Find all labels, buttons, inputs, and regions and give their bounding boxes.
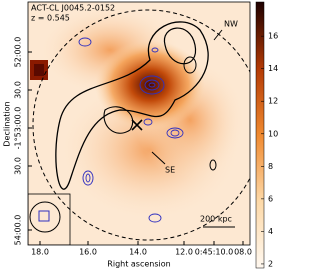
figure: ACT-CL J0045.2-0152 z = 0.545 NW SE 200 …: [3, 1, 278, 269]
y-tick-label: -1°53:00.0: [14, 107, 23, 150]
y-tick-label: 30.0: [14, 157, 23, 175]
colorbar-tick-label: 6: [268, 194, 273, 203]
label-se: SE: [165, 166, 175, 175]
y-tick-label: 30.0: [14, 81, 23, 99]
colorbar-tick-label: 2: [268, 259, 273, 268]
title: ACT-CL J0045.2-0152: [31, 4, 115, 13]
colorbar-tick-label: 14: [268, 64, 278, 73]
redshift: z = 0.545: [31, 14, 70, 23]
x-axis-label: Right ascension: [107, 260, 170, 269]
x-tick-label: 18.0: [31, 248, 49, 257]
label-nw: NW: [224, 20, 238, 29]
colorbar-tick-label: 12: [268, 97, 278, 106]
x-tick-label: 0:45:10.0: [195, 248, 233, 257]
x-tick-label: 14.0: [129, 248, 147, 257]
x-tick-label: 16.0: [79, 248, 97, 257]
y-axis-label: Declination: [3, 101, 12, 146]
x-tick-label: 08.0: [234, 248, 252, 257]
y-tick-label: 52:00.0: [14, 37, 23, 68]
colorbar: [255, 1, 265, 269]
colorbar-tick-label: 16: [268, 32, 278, 41]
colorbar-tick-label: 4: [268, 227, 273, 236]
scale-label: 200 kpc: [200, 215, 232, 224]
y-tick-label: 54:00.0: [14, 215, 23, 246]
x-tick-label: 12.0: [175, 248, 193, 257]
colorbar-tick-label: 10: [268, 129, 278, 138]
colorbar-tick-label: 8: [268, 162, 273, 171]
image: [28, 2, 250, 245]
